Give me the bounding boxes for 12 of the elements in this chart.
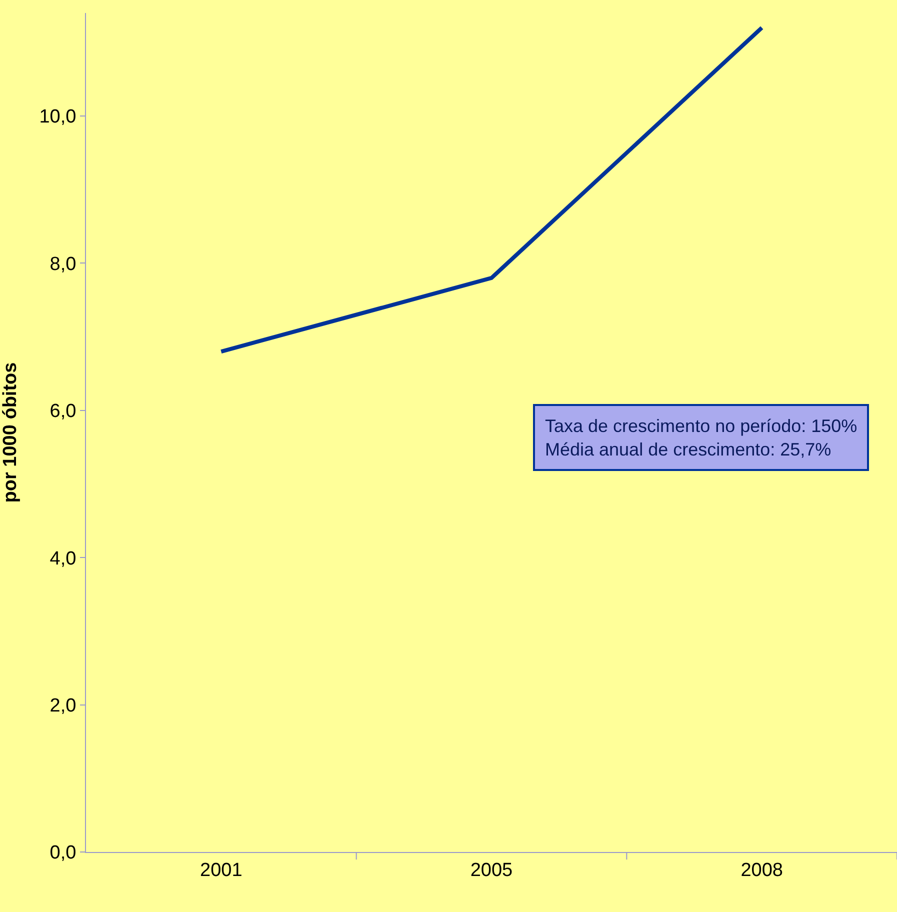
y-tick-label: 2,0 bbox=[50, 695, 76, 716]
x-tick-label: 2005 bbox=[470, 860, 513, 881]
y-tick-label: 0,0 bbox=[50, 842, 76, 864]
y-axis-title: por 1000 óbitos bbox=[0, 362, 21, 503]
x-tick-label: 2008 bbox=[740, 860, 783, 881]
y-tick-label: 6,0 bbox=[50, 401, 76, 422]
annotation: Taxa de crescimento no período: 150% bbox=[545, 416, 858, 436]
y-tick-label: 8,0 bbox=[50, 254, 76, 275]
x-tick-label: 2001 bbox=[200, 860, 242, 881]
y-tick-label: 10,0 bbox=[39, 106, 76, 128]
y-tick-label: 4,0 bbox=[50, 548, 76, 570]
annotation: Média anual de crescimento: 25,7% bbox=[545, 439, 832, 460]
